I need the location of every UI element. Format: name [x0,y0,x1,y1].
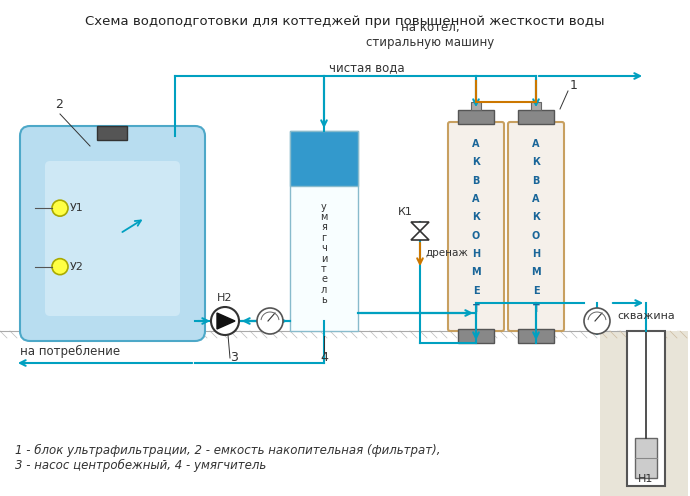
Text: В: В [473,176,480,186]
Text: А: А [532,139,540,149]
Text: 1 - блок ультрафильтрации, 2 - емкость накопительная (фильтрат),
3 - насос центр: 1 - блок ультрафильтрации, 2 - емкость н… [15,444,440,472]
Circle shape [211,307,239,335]
Bar [458,110,494,124]
Bar [627,331,665,486]
Text: О: О [472,231,480,241]
Bar [290,131,358,331]
Circle shape [584,308,610,334]
Text: М: М [531,267,541,277]
Text: В: В [532,176,540,186]
FancyBboxPatch shape [45,161,180,316]
Text: К: К [472,157,480,167]
Bar [458,329,494,343]
Bar [518,110,554,124]
Text: А: А [532,194,540,204]
Text: К: К [532,212,540,222]
Text: Т: Т [473,304,480,314]
Text: А: А [472,194,480,204]
Bar [471,102,481,110]
Polygon shape [411,222,429,231]
FancyBboxPatch shape [20,126,205,341]
Text: Н2: Н2 [217,293,233,303]
Bar [290,131,358,186]
Text: Н: Н [472,249,480,259]
Text: О: О [532,231,540,241]
Text: 4: 4 [320,351,328,364]
Text: К: К [532,157,540,167]
Circle shape [52,200,68,216]
Circle shape [257,308,283,334]
Text: А: А [472,139,480,149]
Circle shape [52,258,68,275]
Text: Е: Е [473,286,480,296]
Bar [531,102,541,110]
Text: 3: 3 [230,351,238,364]
Text: на потребление: на потребление [20,345,120,358]
Text: У2: У2 [70,262,84,272]
Bar [97,126,127,140]
Text: Схема водоподготовки для коттеджей при повышенной жесткости воды: Схема водоподготовки для коттеджей при п… [86,15,604,28]
Bar [635,438,657,478]
Text: Н1: Н1 [638,474,653,484]
Text: дренаж: дренаж [426,248,469,258]
Text: чистая вода: чистая вода [329,61,404,74]
Text: 2: 2 [55,98,63,111]
Text: Е: Е [533,286,540,296]
Text: скважина: скважина [617,311,675,321]
Text: М: М [471,267,481,277]
Text: стиральную машину: стиральную машину [366,36,494,49]
Text: У1: У1 [70,203,83,213]
Text: Н: Н [532,249,540,259]
Bar [600,331,688,496]
FancyBboxPatch shape [508,122,564,331]
Text: на котел,: на котел, [401,21,460,34]
Text: 1: 1 [570,79,578,92]
Text: К1: К1 [398,207,413,217]
Text: Т: Т [533,304,540,314]
Text: у
м
я
г
ч
и
т
е
л
ь: у м я г ч и т е л ь [320,202,328,306]
Polygon shape [217,313,235,329]
Bar [518,329,554,343]
Text: К: К [472,212,480,222]
Polygon shape [411,231,429,240]
FancyBboxPatch shape [448,122,504,331]
